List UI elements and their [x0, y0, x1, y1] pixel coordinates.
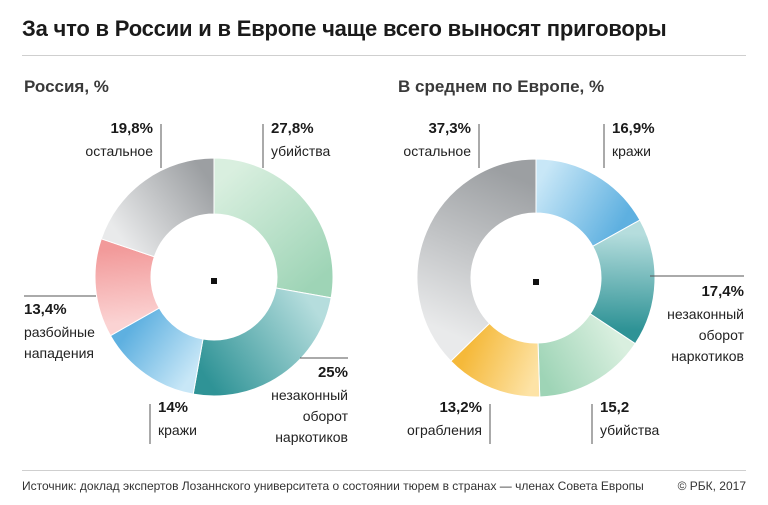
- slice-category-label: незаконный: [667, 306, 744, 322]
- slice-category-label: наркотиков: [671, 348, 744, 364]
- russia-donut-chart: 27,8% убийства 25% незаконный оборот наркотик…: [24, 120, 349, 445]
- slice-value-label: 37,3%: [428, 120, 471, 137]
- europe-chart-title: В среднем по Европе, %: [398, 77, 605, 96]
- slice-value-label: 14%: [158, 399, 188, 416]
- slice-value-label: 13,4%: [24, 301, 67, 318]
- slice-category-label: наркотиков: [275, 429, 348, 445]
- russia-chart-title: Россия, %: [24, 77, 109, 96]
- donut-slice: [100, 157, 215, 258]
- donut-slice: [213, 157, 334, 299]
- footer-divider: [22, 470, 746, 471]
- slice-category-label: оборот: [699, 327, 745, 343]
- slice-value-label: 27,8%: [271, 120, 314, 137]
- slice-category-label: кражи: [158, 422, 197, 438]
- europe-donut-chart: 16,9% кражи 17,4% незаконный оборот наркотико…: [403, 120, 745, 444]
- donut-slice: [416, 158, 537, 362]
- title-divider: [22, 55, 746, 56]
- source-note: Источник: доклад экспертов Лозаннского у…: [22, 479, 644, 493]
- slice-category-label: остальное: [403, 143, 471, 159]
- slice-category-label: убийства: [600, 422, 660, 438]
- slice-value-label: 19,8%: [110, 120, 153, 137]
- slice-category-label: ограбления: [407, 422, 482, 438]
- slice-category-label: разбойные: [24, 324, 95, 340]
- slice-value-label: 16,9%: [612, 120, 655, 137]
- slice-category-label: кражи: [612, 143, 651, 159]
- slice-category-label: убийства: [271, 143, 331, 159]
- slice-category-label: незаконный: [271, 387, 348, 403]
- slice-category-label: нападения: [24, 345, 94, 361]
- copyright: © РБК, 2017: [677, 479, 746, 493]
- donut-slice: [192, 287, 332, 397]
- slice-category-label: оборот: [303, 408, 349, 424]
- slice-category-label: остальное: [85, 143, 153, 159]
- center-dot: [533, 279, 539, 285]
- slice-value-label: 15,2: [600, 399, 629, 416]
- center-dot: [211, 278, 217, 284]
- slice-value-label: 25%: [318, 364, 348, 381]
- page-title: За что в России и в Европе чаще всего вы…: [22, 16, 667, 41]
- slice-value-label: 17,4%: [701, 283, 744, 300]
- slice-value-label: 13,2%: [439, 399, 482, 416]
